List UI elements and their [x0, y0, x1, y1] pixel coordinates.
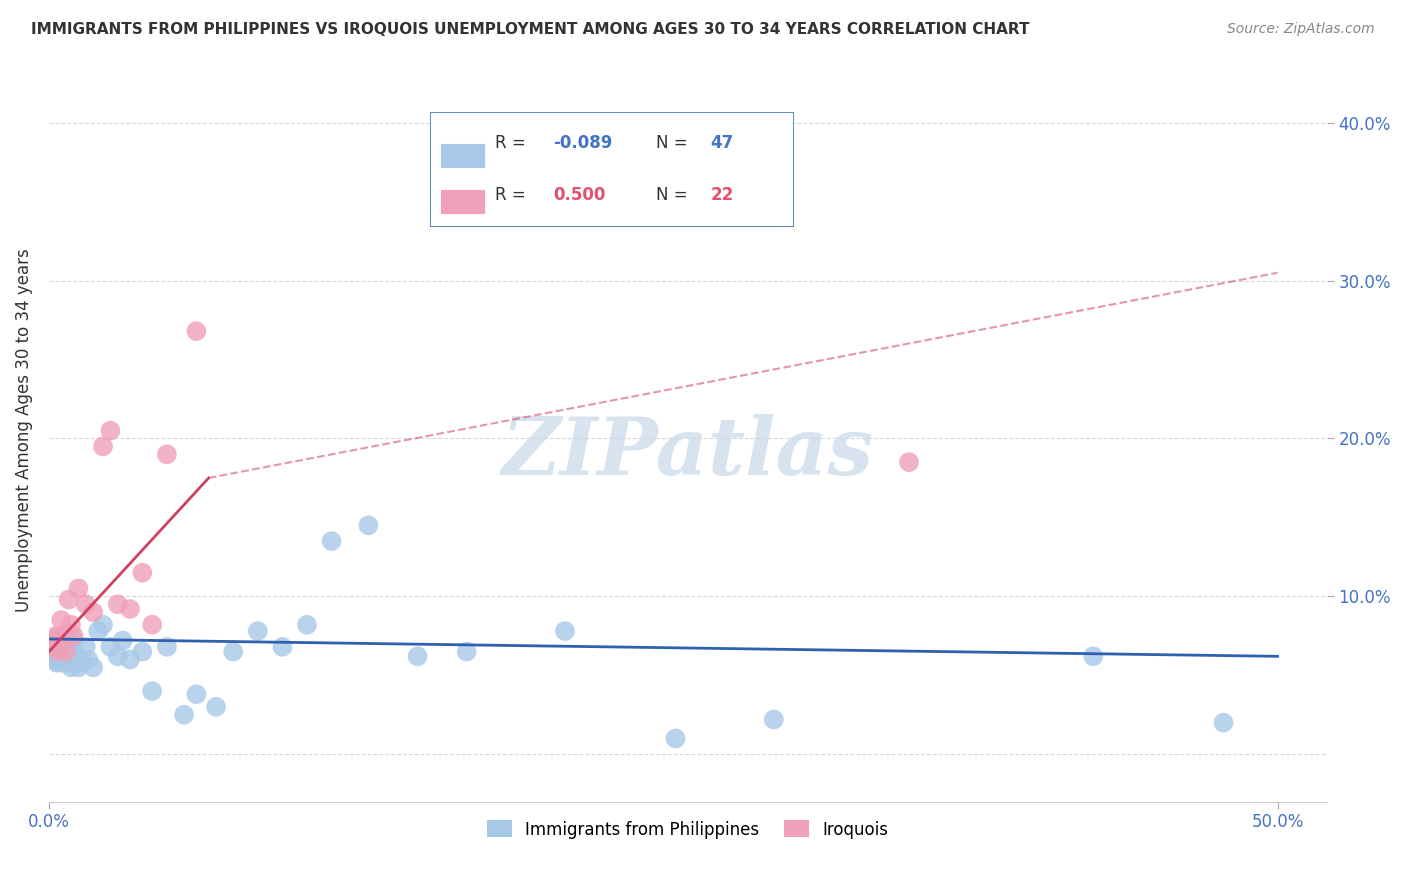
Point: [222, 644, 245, 658]
Text: ZIPatlas: ZIPatlas: [502, 414, 875, 491]
Point: [48, 629, 70, 643]
Point: [60, 617, 83, 632]
Point: [271, 640, 294, 654]
Point: [156, 640, 179, 654]
Point: [75, 597, 97, 611]
Text: IMMIGRANTS FROM PHILIPPINES VS IROQUOIS UNEMPLOYMENT AMONG AGES 30 TO 34 YEARS C: IMMIGRANTS FROM PHILIPPINES VS IROQUOIS …: [31, 22, 1029, 37]
Point: [62, 644, 84, 658]
Point: [41, 644, 63, 658]
Y-axis label: Unemployment Among Ages 30 to 34 years: Unemployment Among Ages 30 to 34 years: [15, 249, 32, 613]
Point: [51, 640, 73, 654]
Point: [186, 324, 208, 338]
Point: [321, 534, 343, 549]
Point: [111, 633, 134, 648]
Point: [45, 629, 67, 643]
Point: [131, 566, 153, 580]
Point: [131, 644, 153, 658]
Point: [75, 640, 97, 654]
Point: [52, 629, 75, 643]
Point: [295, 617, 318, 632]
Point: [107, 649, 129, 664]
Point: [246, 624, 269, 638]
Point: [58, 652, 80, 666]
Point: [456, 644, 478, 658]
Point: [62, 629, 84, 643]
Point: [897, 455, 920, 469]
Legend: Immigrants from Philippines, Iroquois: Immigrants from Philippines, Iroquois: [481, 814, 896, 846]
Point: [120, 652, 142, 666]
Point: [82, 605, 104, 619]
Point: [100, 640, 122, 654]
Point: [664, 731, 686, 746]
Point: [1083, 649, 1105, 664]
Point: [60, 660, 83, 674]
Point: [186, 687, 208, 701]
Point: [82, 660, 104, 674]
Point: [554, 624, 576, 638]
Point: [357, 518, 380, 533]
Point: [205, 699, 228, 714]
Point: [51, 613, 73, 627]
Point: [100, 424, 122, 438]
Point: [762, 713, 785, 727]
Point: [62, 633, 84, 648]
Point: [141, 617, 163, 632]
Point: [87, 624, 110, 638]
Point: [70, 656, 93, 670]
Point: [52, 637, 75, 651]
Point: [55, 644, 77, 658]
Point: [45, 633, 67, 648]
Point: [120, 602, 142, 616]
Point: [58, 592, 80, 607]
Point: [55, 640, 77, 654]
Point: [48, 644, 70, 658]
Point: [406, 649, 429, 664]
Point: [42, 640, 65, 654]
Point: [45, 656, 67, 670]
Point: [91, 439, 114, 453]
Point: [55, 656, 77, 670]
Point: [41, 633, 63, 648]
Point: [141, 684, 163, 698]
Point: [77, 652, 100, 666]
Point: [65, 652, 87, 666]
Point: [1212, 715, 1234, 730]
Point: [42, 652, 65, 666]
Point: [67, 660, 90, 674]
Point: [91, 617, 114, 632]
Point: [173, 707, 195, 722]
Point: [48, 644, 70, 658]
Point: [67, 582, 90, 596]
Point: [156, 447, 179, 461]
Point: [52, 648, 75, 662]
Text: Source: ZipAtlas.com: Source: ZipAtlas.com: [1227, 22, 1375, 37]
Point: [107, 597, 129, 611]
Point: [51, 656, 73, 670]
